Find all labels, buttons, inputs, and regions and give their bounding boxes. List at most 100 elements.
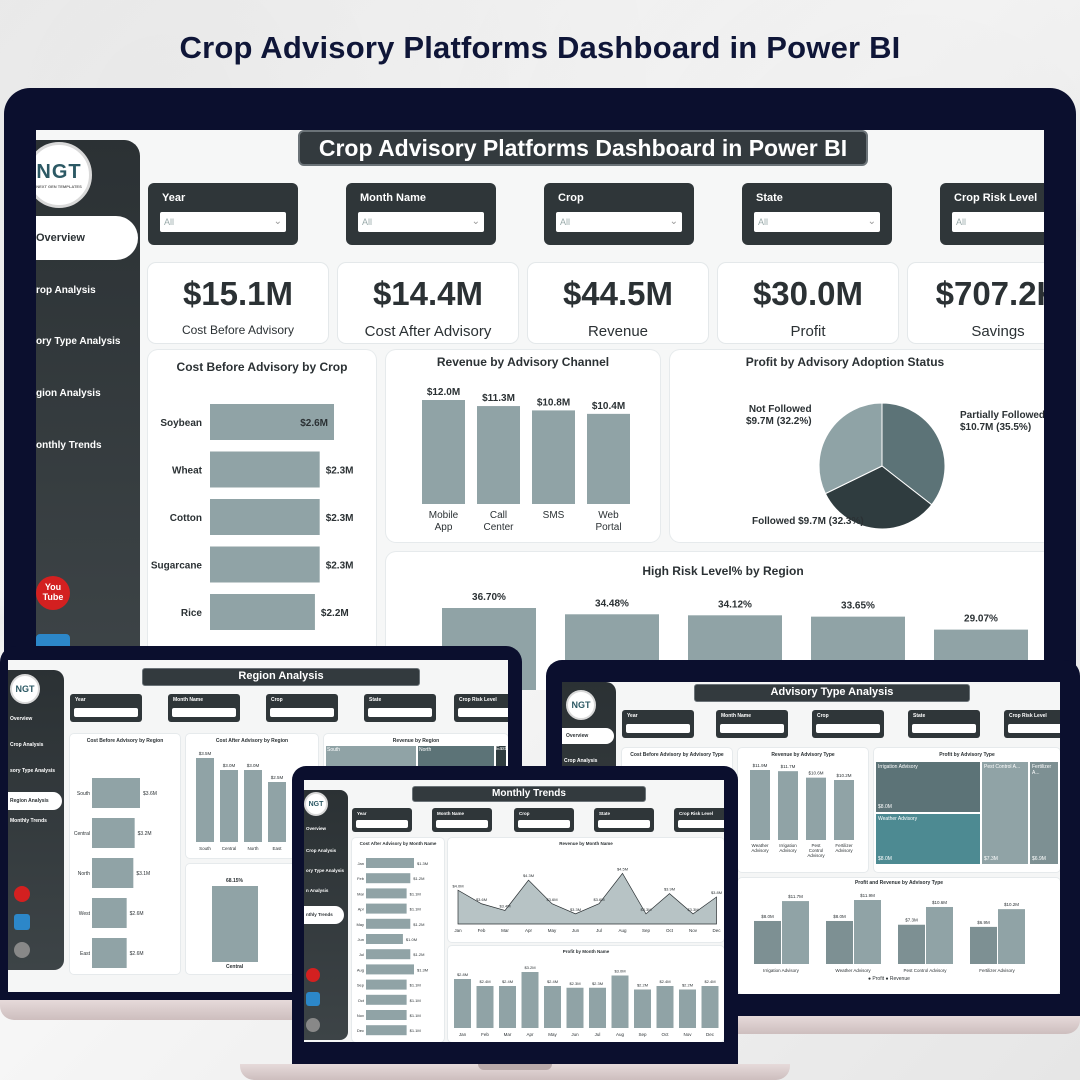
profit-month-value: $2.2M bbox=[637, 983, 648, 988]
slicer-year[interactable]: Year All ⌄ bbox=[148, 183, 298, 245]
slicer-dropdown[interactable]: All⌄ bbox=[160, 212, 286, 232]
slicer-value: All bbox=[560, 217, 571, 227]
region-youtube-icon[interactable] bbox=[14, 886, 30, 902]
slicer-dropdown[interactable] bbox=[598, 820, 650, 828]
monthly-nav-0[interactable]: Overview bbox=[306, 826, 327, 831]
advisory-slicer-state[interactable]: State bbox=[908, 710, 980, 738]
slicer-dropdown[interactable] bbox=[678, 820, 724, 828]
slicer-label: Month Name bbox=[721, 713, 751, 719]
slicer-dropdown[interactable] bbox=[1008, 724, 1060, 733]
advisory-nav-crop[interactable]: Crop Analysis bbox=[564, 758, 598, 764]
monthly-nav-4[interactable]: nthly Trends bbox=[304, 906, 344, 924]
crop-bar bbox=[210, 594, 315, 630]
region-category-label: West bbox=[79, 911, 91, 917]
slicer-state[interactable]: State All ⌄ bbox=[742, 183, 892, 245]
nav-overview[interactable]: Overview bbox=[36, 216, 138, 260]
slicer-label: Crop bbox=[271, 697, 283, 703]
risk-value-label: 34.12% bbox=[718, 599, 752, 610]
slicer-dropdown[interactable] bbox=[912, 724, 976, 733]
region-nav-2[interactable]: sory Type Analysis bbox=[10, 768, 56, 774]
advisory-pr-bar bbox=[926, 906, 953, 964]
slicer-dropdown[interactable] bbox=[368, 708, 432, 717]
monthly-cost-title: Cost After Advisory by Month Name bbox=[359, 841, 437, 846]
revenue-value-label: $3.8M bbox=[711, 890, 722, 895]
region-nav-3[interactable]: Region Analysis bbox=[8, 792, 62, 810]
monthly-linkedin-icon[interactable] bbox=[306, 992, 320, 1006]
advisory-nav-overview[interactable]: Overview bbox=[562, 728, 614, 744]
region-value-label: $2.6M bbox=[130, 951, 144, 957]
profit-month-bar bbox=[611, 975, 629, 1028]
slicer-dropdown[interactable] bbox=[436, 820, 488, 828]
nav-crop-analysis[interactable]: rop Analysis bbox=[36, 285, 96, 296]
monthly-slicer-month-name[interactable]: Month Name bbox=[432, 808, 492, 832]
region-web-icon[interactable] bbox=[14, 942, 30, 958]
kpi-label: Profit bbox=[790, 323, 826, 340]
monthly-slicer-crop-risk-level[interactable]: Crop Risk Level bbox=[674, 808, 724, 832]
revenue-month-label: Sep bbox=[642, 928, 651, 933]
monthly-cost-value: $1.2M bbox=[413, 876, 424, 881]
region-nav-1[interactable]: Crop Analysis bbox=[10, 742, 44, 748]
youtube-icon[interactable]: You Tube bbox=[36, 576, 70, 610]
advisory-slicer-month-name[interactable]: Month Name bbox=[716, 710, 788, 738]
monthly-nav-2[interactable]: ory Type Analysis bbox=[306, 868, 345, 873]
advisory-revenue-title: Revenue by Advisory Type bbox=[771, 752, 835, 758]
slicer-dropdown[interactable] bbox=[270, 708, 334, 717]
region-slicer-crop-risk-level[interactable]: Crop Risk Level bbox=[454, 694, 508, 722]
advisory-revenue-value: $10.6M bbox=[808, 771, 823, 776]
advisory-slicer-crop[interactable]: Crop bbox=[812, 710, 884, 738]
nav-region-analysis[interactable]: gion Analysis bbox=[36, 388, 101, 399]
slicer-dropdown[interactable] bbox=[626, 724, 690, 733]
slicer-dropdown[interactable] bbox=[172, 708, 236, 717]
profit-month-value: $2.3M bbox=[569, 981, 580, 986]
monthly-youtube-icon[interactable] bbox=[306, 968, 320, 982]
region-cost-bar bbox=[92, 778, 140, 808]
monthly-cost-category: Apr bbox=[358, 907, 365, 912]
region-slicer-state[interactable]: State bbox=[364, 694, 436, 722]
slicer-dropdown[interactable]: All⌄ bbox=[358, 212, 484, 232]
profit-month-label: Sep bbox=[638, 1032, 647, 1037]
slicer-month-name[interactable]: Month Name All ⌄ bbox=[346, 183, 496, 245]
slicer-dropdown[interactable] bbox=[74, 708, 138, 717]
channel-category-label: Center bbox=[483, 522, 514, 533]
monthly-cost-bar bbox=[366, 994, 407, 1005]
nav-monthly-trends[interactable]: onthly Trends bbox=[36, 440, 102, 451]
slicer-dropdown[interactable] bbox=[356, 820, 408, 828]
region-slicer-crop[interactable]: Crop bbox=[266, 694, 338, 722]
region-cost-after-chart: $3.5M South $3.0M Central $3.0M North $2.5M Eas… bbox=[196, 751, 286, 851]
region-linkedin-icon[interactable] bbox=[14, 914, 30, 930]
monthly-slicer-year[interactable]: Year bbox=[352, 808, 412, 832]
channel-value-label: $11.3M bbox=[482, 393, 515, 404]
advisory-slicer-crop-risk-level[interactable]: Crop Risk Level bbox=[1004, 710, 1060, 738]
slicer-dropdown[interactable]: All⌄ bbox=[952, 212, 1044, 232]
monthly-cost-category: May bbox=[356, 922, 364, 927]
region-slicer-year[interactable]: Year bbox=[70, 694, 142, 722]
monthly-slicer-crop[interactable]: Crop bbox=[514, 808, 574, 832]
monthly-nav-3[interactable]: n Analysis bbox=[306, 888, 329, 893]
region-nav-4[interactable]: Monthly Trends bbox=[10, 818, 47, 824]
monthly-web-icon[interactable] bbox=[306, 1018, 320, 1032]
advisory-slicer-year[interactable]: Year bbox=[622, 710, 694, 738]
crop-value-label: $2.3M bbox=[326, 561, 354, 572]
monthly-slicer-state[interactable]: State bbox=[594, 808, 654, 832]
slicer-dropdown[interactable] bbox=[458, 708, 508, 717]
slicer-dropdown[interactable] bbox=[720, 724, 784, 733]
advisory-revenue-category: Advisory bbox=[751, 848, 769, 853]
kpi-label: Savings bbox=[971, 323, 1025, 340]
channel-value-label: $10.8M bbox=[537, 397, 570, 408]
region-cost-after-title: Cost After Advisory by Region bbox=[215, 738, 289, 744]
slicer-dropdown[interactable] bbox=[518, 820, 570, 828]
crop-bar bbox=[210, 451, 320, 488]
region-nav-0[interactable]: Overview bbox=[10, 716, 33, 722]
monthly-cost-bar bbox=[366, 1025, 407, 1036]
slicer-dropdown[interactable]: All⌄ bbox=[754, 212, 880, 232]
treemap-fertilizer: Fertilizer A... $6.9M bbox=[1030, 762, 1058, 864]
revenue-month-label: Jun bbox=[572, 928, 580, 933]
region-slicer-month-name[interactable]: Month Name bbox=[168, 694, 240, 722]
slicer-dropdown[interactable] bbox=[816, 724, 880, 733]
slicer-crop[interactable]: Crop All ⌄ bbox=[544, 183, 694, 245]
slicer-dropdown[interactable]: All⌄ bbox=[556, 212, 682, 232]
slicer-crop-risk-level[interactable]: Crop Risk Level All⌄ bbox=[940, 183, 1044, 245]
nav-advisory-type-analysis[interactable]: ory Type Analysis bbox=[36, 336, 121, 347]
region-after-category: North bbox=[247, 846, 259, 851]
monthly-nav-1[interactable]: Crop Analysis bbox=[306, 848, 337, 853]
